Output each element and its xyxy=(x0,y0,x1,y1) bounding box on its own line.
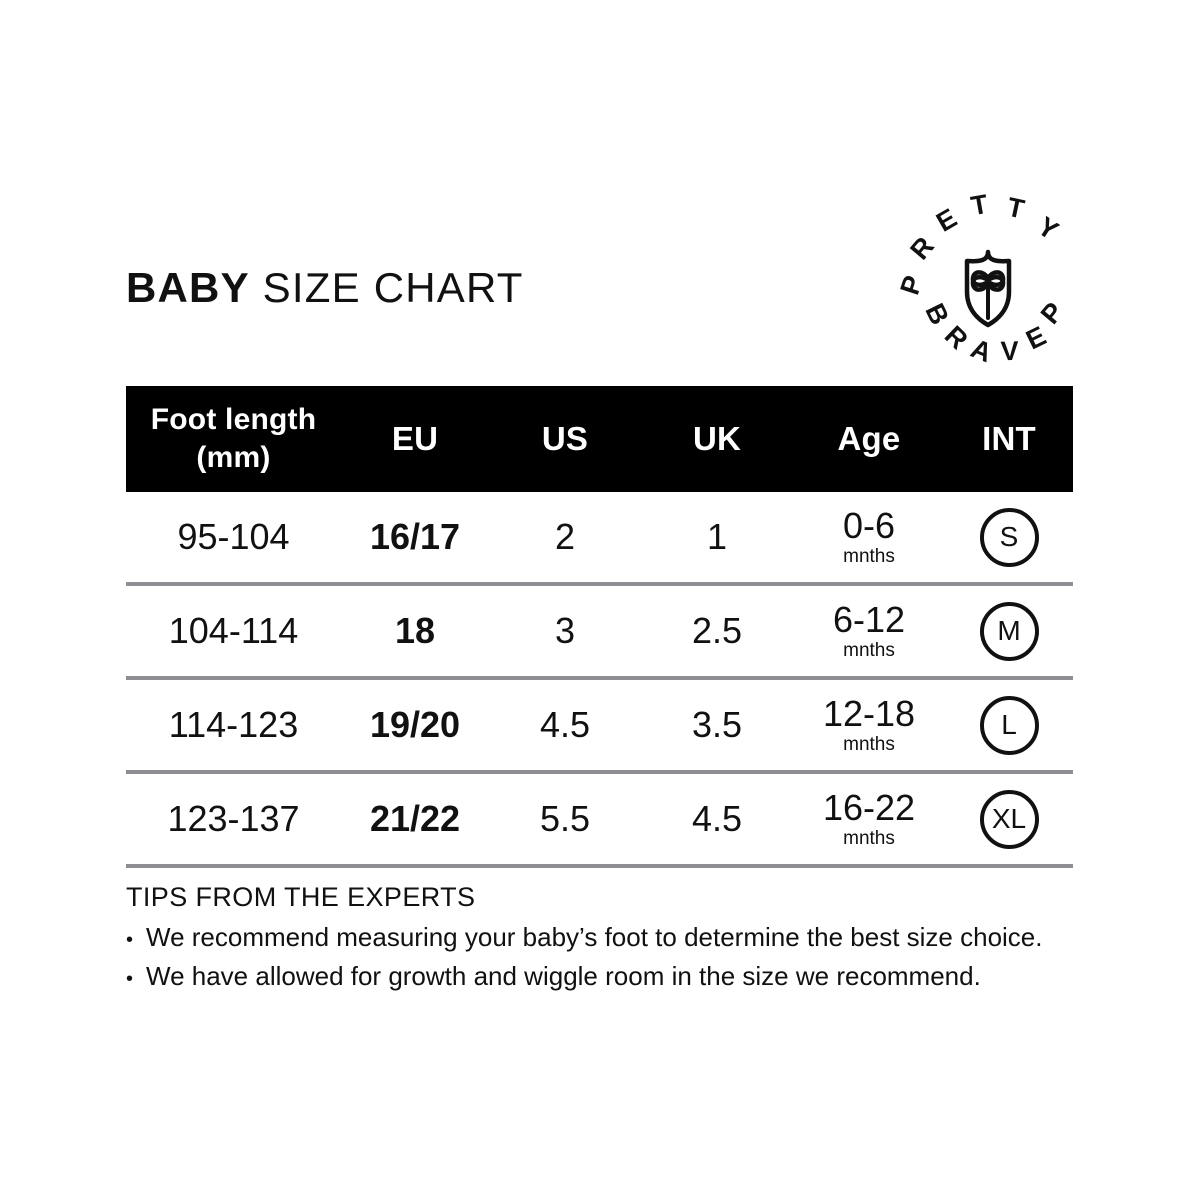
svg-text:V: V xyxy=(1000,336,1019,367)
cell-eu: 19/20 xyxy=(369,704,461,745)
row-separator xyxy=(126,582,1073,586)
cell-uk: 1 xyxy=(706,516,728,557)
int-size-badge: XL xyxy=(979,789,1039,849)
table-header-row: Foot length (mm) EU US UK Age INT xyxy=(126,386,1073,492)
bullet-icon: • xyxy=(126,929,134,951)
cell-int: L xyxy=(945,695,1073,755)
pretty-brave-logo: P R E T T Y B R A V E P xyxy=(893,192,1083,378)
cell-age: 6-12 mnths xyxy=(793,598,945,662)
int-size-badge: M xyxy=(979,601,1039,661)
tips-list-item: • We have allowed for growth and wiggle … xyxy=(126,958,1076,997)
cell-age-range: 12-18 xyxy=(822,692,916,734)
table-row: 123-137 21/22 5.5 4.5 16-22 mnths XL xyxy=(126,774,1073,864)
int-size-badge: S xyxy=(979,507,1039,567)
svg-text:B: B xyxy=(919,299,955,330)
cell-us: 2 xyxy=(554,516,576,557)
cell-foot-length: 95-104 xyxy=(177,516,290,557)
cell-eu: 21/22 xyxy=(369,798,461,839)
cell-age: 12-18 mnths xyxy=(793,692,945,756)
svg-text:R: R xyxy=(939,320,974,355)
svg-text:E: E xyxy=(1021,320,1050,355)
cell-us: 3 xyxy=(554,610,576,651)
cell-int: S xyxy=(945,507,1073,567)
cell-int: M xyxy=(945,601,1073,661)
cell-uk: 3.5 xyxy=(691,704,743,745)
table-row: 104-114 18 3 2.5 6-12 mnths M xyxy=(126,586,1073,676)
table-row: 114-123 19/20 4.5 3.5 12-18 mnths L xyxy=(126,680,1073,770)
cell-age-unit: mnths xyxy=(843,827,895,849)
svg-text:P: P xyxy=(1035,297,1070,330)
svg-text:T: T xyxy=(1005,192,1028,225)
cell-age-unit: mnths xyxy=(843,639,895,661)
cell-age-range: 6-12 xyxy=(832,598,906,640)
size-table: Foot length (mm) EU US UK Age INT 95-104… xyxy=(126,386,1073,868)
svg-text:Y: Y xyxy=(1032,211,1063,246)
cell-int: XL xyxy=(945,789,1073,849)
cell-foot-length: 114-123 xyxy=(168,704,299,745)
row-separator xyxy=(126,770,1073,774)
cell-eu: 16/17 xyxy=(369,516,461,557)
svg-text:P: P xyxy=(894,272,928,298)
cell-age: 0-6 mnths xyxy=(793,504,945,568)
row-separator xyxy=(126,864,1073,868)
bullet-icon: • xyxy=(126,968,134,990)
cell-foot-length: 123-137 xyxy=(167,798,300,839)
column-header-foot-length: Foot length (mm) xyxy=(126,401,341,477)
cell-foot-length: 104-114 xyxy=(168,610,299,651)
svg-text:T: T xyxy=(969,192,991,221)
cell-age-range: 0-6 xyxy=(842,504,896,546)
column-header-us: US xyxy=(541,420,589,457)
column-header-eu: EU xyxy=(391,420,439,457)
page-title-light: SIZE CHART xyxy=(249,264,524,311)
cell-age-unit: mnths xyxy=(843,733,895,755)
cell-age-range: 16-22 xyxy=(822,786,916,828)
cell-us: 4.5 xyxy=(539,704,591,745)
svg-text:R: R xyxy=(904,231,940,265)
int-size-badge: L xyxy=(979,695,1039,755)
page-title: BABY SIZE CHART xyxy=(126,264,524,312)
tips-list-item: • We recommend measuring your baby’s foo… xyxy=(126,919,1076,958)
tips-list-item-text: We recommend measuring your baby’s foot … xyxy=(146,922,1043,952)
svg-text:A: A xyxy=(967,333,996,368)
cell-age: 16-22 mnths xyxy=(793,786,945,850)
tips-section: TIPS FROM THE EXPERTS • We recommend mea… xyxy=(126,880,1076,997)
column-header-foot-length-line2: (mm) xyxy=(196,441,271,474)
cell-uk: 4.5 xyxy=(691,798,743,839)
cell-eu: 18 xyxy=(394,610,436,651)
column-header-int: INT xyxy=(982,420,1036,457)
shield-with-flower-icon xyxy=(964,249,1012,328)
tips-heading: TIPS FROM THE EXPERTS xyxy=(126,882,476,912)
svg-text:E: E xyxy=(931,203,962,238)
row-separator xyxy=(126,676,1073,680)
logo-circular-text: P R E T T Y B R A V E P xyxy=(894,192,1069,368)
column-header-uk: UK xyxy=(692,420,742,457)
cell-uk: 2.5 xyxy=(691,610,743,651)
column-header-age: Age xyxy=(837,420,901,457)
page-title-strong: BABY xyxy=(126,264,250,311)
cell-age-unit: mnths xyxy=(843,545,895,567)
tips-list-item-text: We have allowed for growth and wiggle ro… xyxy=(146,961,981,991)
column-header-foot-length-line1: Foot length xyxy=(150,403,317,436)
table-row: 95-104 16/17 2 1 0-6 mnths S xyxy=(126,492,1073,582)
cell-us: 5.5 xyxy=(539,798,591,839)
